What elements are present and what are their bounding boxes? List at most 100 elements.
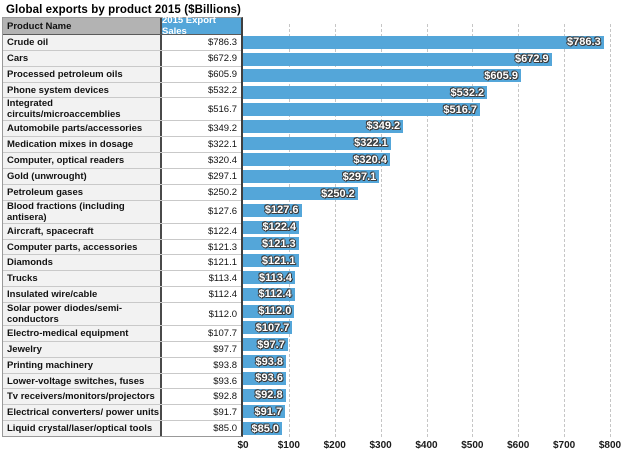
bar-value-label: $107.7 — [255, 321, 290, 334]
bar-value-label: $85.0 — [251, 422, 279, 435]
product-name-cell: Gold (unwrought) — [3, 169, 162, 184]
x-tick-label: $600 — [507, 440, 530, 451]
export-sales-cell: $112.4 — [162, 287, 241, 303]
bar: $121.1 — [243, 254, 299, 268]
bar: $122.4 — [243, 220, 300, 234]
table-row: Blood fractions (including antisera) $127… — [3, 199, 241, 223]
bar-value-label: $672.9 — [515, 53, 549, 66]
bar-value-label: $112.4 — [258, 288, 292, 301]
export-sales-cell: $121.1 — [162, 255, 241, 271]
bar-row: $297.1 — [243, 168, 610, 185]
bar-value-label: $93.8 — [255, 355, 284, 368]
col-header-export-sales: 2015 Export Sales — [162, 15, 241, 37]
bar-row: $786.3 — [243, 34, 610, 51]
product-name-cell: Integrated circuits/microaccemblies — [3, 98, 162, 121]
export-sales-cell: $127.6 — [162, 200, 241, 223]
export-sales-cell: $349.2 — [162, 121, 241, 137]
bar: $97.7 — [243, 338, 288, 352]
bar: $112.0 — [243, 304, 295, 318]
export-sales-cell: $516.7 — [162, 98, 241, 121]
bar-row: $97.7 — [243, 336, 610, 353]
export-sales-cell: $122.4 — [162, 223, 241, 239]
bar-row: $93.8 — [243, 353, 610, 370]
table-row: Computer parts, accessories $121.3 — [3, 238, 241, 255]
bar: $113.4 — [243, 271, 296, 285]
x-axis: $0 $100 $200 $300 $400 $500 $600 $700 $800 — [237, 440, 621, 454]
bar-row: $516.7 — [243, 101, 610, 118]
x-tick-label: $400 — [415, 440, 438, 451]
gridline — [334, 24, 336, 437]
product-name-cell: Automobile parts/accessories — [3, 121, 162, 137]
bar: $672.9 — [243, 52, 552, 66]
bar-value-label: $297.1 — [342, 170, 377, 183]
bar-value-label: $516.7 — [443, 103, 478, 116]
bar-chart-plot: $786.3 $672.9 $605.9 $532.2 $516.7 $349.2 $322… — [237, 17, 621, 451]
table-row: Tv receivers/monitors/projectors $92.8 — [3, 388, 241, 405]
product-name-cell: Computer parts, accessories — [3, 239, 162, 255]
gridline — [426, 24, 428, 437]
bar: $91.7 — [243, 405, 286, 419]
bar-row: $91.7 — [243, 404, 610, 421]
bar-row: $250.2 — [243, 185, 610, 202]
bar-row: $112.4 — [243, 286, 610, 303]
bar: $121.3 — [243, 237, 299, 251]
product-name-cell: Solar power diodes/semi-conductors — [3, 303, 162, 326]
bar-row: $107.7 — [243, 320, 610, 337]
export-sales-cell: $93.8 — [162, 357, 241, 373]
table-header-row: Product Name 2015 Export Sales — [3, 15, 241, 37]
table-row: Crude oil $786.3 — [3, 35, 241, 50]
export-sales-cell: $91.7 — [162, 405, 241, 421]
bar: $532.2 — [243, 86, 488, 100]
bar-row: $121.1 — [243, 252, 610, 269]
export-sales-cell: $93.6 — [162, 373, 241, 389]
x-tick-label: $800 — [598, 440, 622, 451]
product-name-cell: Liquid crystal/laser/optical tools — [3, 421, 162, 437]
table-row: Lower-voltage switches, fuses $93.6 — [3, 372, 241, 389]
bar: $93.8 — [243, 355, 287, 369]
table-row: Solar power diodes/semi-conductors $112.0 — [3, 302, 241, 326]
bar: $107.7 — [243, 321, 293, 335]
bar-row: $92.8 — [243, 387, 610, 404]
table-row: Trucks $113.4 — [3, 270, 241, 287]
col-header-product-name: Product Name — [3, 18, 162, 34]
table-row: Insulated wire/cable $112.4 — [3, 286, 241, 303]
gridline — [472, 24, 474, 437]
bar: $93.6 — [243, 371, 286, 385]
table-row: Medication mixes in dosage $322.1 — [3, 136, 241, 153]
export-sales-cell: $113.4 — [162, 271, 241, 287]
product-name-cell: Printing machinery — [3, 357, 162, 373]
export-sales-cell: $97.7 — [162, 341, 241, 357]
chart-main: Product Name 2015 Export Sales Crude oil… — [2, 15, 621, 451]
x-tick-label: $100 — [277, 440, 300, 451]
product-name-cell: Crude oil — [3, 35, 162, 50]
export-sales-cell: $672.9 — [162, 50, 241, 66]
table-row: Printing machinery $93.8 — [3, 356, 241, 373]
product-name-cell: Lower-voltage switches, fuses — [3, 373, 162, 389]
bar-value-label: $127.6 — [264, 204, 299, 217]
table-row: Cars $672.9 — [3, 49, 241, 66]
bar-value-label: $113.4 — [258, 271, 293, 284]
bar: $516.7 — [243, 103, 481, 117]
product-name-cell: Medication mixes in dosage — [3, 137, 162, 153]
bar: $322.1 — [243, 136, 391, 150]
table-row: Electrical converters/ power units $91.7 — [3, 404, 241, 421]
x-tick-label: $700 — [553, 440, 576, 451]
table-row: Jewelry $97.7 — [3, 340, 241, 357]
bar-row: $322.1 — [243, 135, 610, 152]
table-body: Crude oil $786.3 Cars $672.9 Processed petro… — [3, 35, 241, 437]
product-name-cell: Tv receivers/monitors/projectors — [3, 389, 162, 405]
bar: $786.3 — [243, 35, 604, 49]
bar-row: $127.6 — [243, 202, 610, 219]
bar-row: $532.2 — [243, 84, 610, 101]
bar: $320.4 — [243, 153, 390, 167]
product-name-cell: Trucks — [3, 271, 162, 287]
x-tick-label: $0 — [237, 440, 249, 451]
export-sales-cell: $786.3 — [162, 35, 241, 50]
bar-value-label: $91.7 — [254, 405, 283, 418]
bar-value-label: $320.4 — [353, 153, 387, 166]
table-row: Automobile parts/accessories $349.2 — [3, 120, 241, 137]
product-name-cell: Cars — [3, 50, 162, 66]
bar: $250.2 — [243, 187, 358, 201]
product-name-cell: Processed petroleum oils — [3, 66, 162, 82]
